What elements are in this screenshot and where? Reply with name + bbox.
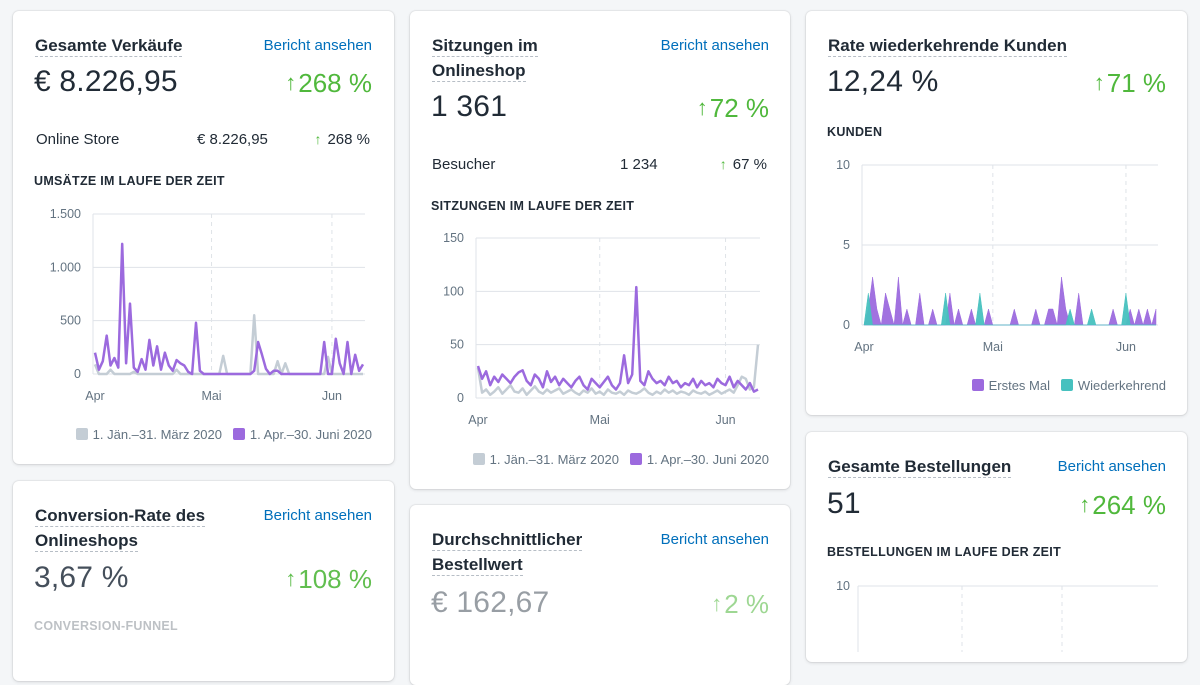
y-tick-label: 50 xyxy=(450,338,464,352)
series-area-1 xyxy=(863,292,1156,326)
total-sales-value: € 8.226,95 xyxy=(34,65,178,98)
total-sales-card: Gesamte Verkäufe Bericht ansehen € 8.226… xyxy=(13,11,394,464)
x-tick-label: Jun xyxy=(1116,340,1136,354)
total-sales-change: ↑268 % xyxy=(285,68,372,98)
x-tick-label: Apr xyxy=(468,413,487,427)
sessions-report-link[interactable]: Bericht ansehen xyxy=(660,37,769,54)
arrow-up-icon: ↑ xyxy=(1093,70,1105,95)
customers-heading: KUNDEN xyxy=(827,125,883,139)
online-store-value: € 8.226,95 xyxy=(197,131,268,148)
series-line-1 xyxy=(476,344,760,397)
series-line-0 xyxy=(93,242,365,376)
sessions-value: 1 361 xyxy=(431,90,508,123)
visitors-change: ↑ 67 % xyxy=(719,156,767,173)
orders-over-time-chart: 10 xyxy=(836,579,1158,652)
average-order-value-title[interactable]: Durchschnittlicher Bestellwert xyxy=(432,530,583,576)
returning-customers-title[interactable]: Rate wiederkehrende Kunden xyxy=(828,36,1068,57)
y-tick-label: 150 xyxy=(443,231,464,245)
legend-returning-label: Wiederkehrend xyxy=(1077,378,1166,393)
customers-chart-legend: Erstes Mal Wiederkehrend xyxy=(971,378,1166,393)
y-tick-label: 0 xyxy=(843,318,850,332)
sessions-over-time-chart: 150 100 50 0 Apr Mai Jun xyxy=(443,231,760,427)
legend-current-label: 1. Apr.–30. Juni 2020 xyxy=(249,427,372,442)
sessions-card: Sitzungen im Onlineshop Bericht ansehen 1… xyxy=(410,11,790,489)
y-tick-label: 0 xyxy=(457,391,464,405)
average-order-value: € 162,67 xyxy=(431,586,550,619)
total-sales-report-link[interactable]: Bericht ansehen xyxy=(263,37,372,54)
orders-over-time-heading: BESTELLUNGEN IM LAUFE DER ZEIT xyxy=(827,545,1061,559)
visitors-label: Besucher xyxy=(432,156,496,173)
y-tick-label: 0 xyxy=(74,367,81,381)
arrow-up-icon: ↑ xyxy=(285,70,297,95)
y-tick-label: 10 xyxy=(836,158,850,172)
returning-customers-card: Rate wiederkehrende Kunden 12,24 % ↑71 %… xyxy=(806,11,1187,415)
customers-chart: 10 5 0 Apr Mai Jun xyxy=(836,158,1158,354)
x-tick-label: Mai xyxy=(983,340,1003,354)
sessions-change: ↑72 % xyxy=(696,93,769,123)
conversion-rate-card: Conversion-Rate des Onlineshops Bericht a… xyxy=(13,481,394,681)
legend-swatch-first-time xyxy=(971,379,984,391)
legend-swatch-previous xyxy=(472,453,485,465)
arrow-up-icon: ↑ xyxy=(1079,492,1091,517)
visitors-value: 1 234 xyxy=(620,156,658,173)
sales-over-time-chart: 1.500 1.000 500 0 Apr Mai Jun xyxy=(50,207,365,403)
online-store-change: ↑ 268 % xyxy=(314,131,370,148)
total-orders-value: 51 xyxy=(827,487,861,520)
series-area-0 xyxy=(863,276,1157,326)
legend-swatch-previous xyxy=(75,428,88,440)
conversion-rate-report-link[interactable]: Bericht ansehen xyxy=(263,507,372,524)
arrow-up-icon: ↑ xyxy=(285,566,297,591)
arrow-up-icon: ↑ xyxy=(696,95,708,120)
total-orders-card: Gesamte Bestellungen Bericht ansehen 51 … xyxy=(806,432,1187,662)
sessions-over-time-heading: SITZUNGEN IM LAUFE DER ZEIT xyxy=(431,199,635,213)
online-store-label: Online Store xyxy=(36,131,120,148)
series-line-0 xyxy=(476,285,759,393)
legend-current-label: 1. Apr.–30. Juni 2020 xyxy=(646,452,769,467)
sessions-title[interactable]: Sitzungen im Onlineshop xyxy=(432,36,538,82)
legend-swatch-current xyxy=(232,428,245,440)
x-tick-label: Jun xyxy=(322,389,342,403)
x-tick-label: Mai xyxy=(201,389,221,403)
conversion-rate-value: 3,67 % xyxy=(34,561,129,594)
total-sales-title[interactable]: Gesamte Verkäufe xyxy=(35,36,183,57)
arrow-up-icon: ↑ xyxy=(314,131,322,147)
total-orders-title[interactable]: Gesamte Bestellungen xyxy=(828,457,1012,478)
average-order-value-change: ↑2 % xyxy=(711,589,769,619)
total-orders-change: ↑264 % xyxy=(1079,490,1166,520)
average-order-value-report-link[interactable]: Bericht ansehen xyxy=(660,531,769,548)
y-tick-label: 5 xyxy=(843,238,850,252)
legend-previous-label: 1. Jän.–31. März 2020 xyxy=(92,427,222,442)
legend-swatch-current xyxy=(629,453,642,465)
sales-over-time-heading: UMSÄTZE IM LAUFE DER ZEIT xyxy=(34,174,225,188)
x-tick-label: Apr xyxy=(85,389,104,403)
total-orders-report-link[interactable]: Bericht ansehen xyxy=(1057,458,1166,475)
y-tick-label: 100 xyxy=(443,284,464,298)
average-order-value-card: Durchschnittlicher Bestellwert Bericht an… xyxy=(410,505,790,685)
x-tick-label: Jun xyxy=(715,413,735,427)
legend-swatch-returning xyxy=(1060,379,1073,391)
conversion-rate-title[interactable]: Conversion-Rate des Onlineshops xyxy=(35,506,206,552)
arrow-up-icon: ↑ xyxy=(711,591,723,616)
y-tick-label: 500 xyxy=(60,314,81,328)
conversion-rate-change: ↑108 % xyxy=(285,564,372,594)
legend-first-time-label: Erstes Mal xyxy=(988,378,1050,393)
legend-previous-label: 1. Jän.–31. März 2020 xyxy=(489,452,619,467)
sessions-chart-legend: 1. Jän.–31. März 2020 1. Apr.–30. Juni 2… xyxy=(472,452,769,467)
x-tick-label: Mai xyxy=(590,413,610,427)
conversion-funnel-heading: CONVERSION-FUNNEL xyxy=(34,619,178,633)
y-tick-label: 1.000 xyxy=(50,260,81,274)
orders-y-tick-top: 10 xyxy=(836,579,850,593)
arrow-up-icon: ↑ xyxy=(719,156,727,172)
sales-chart-legend: 1. Jän.–31. März 2020 1. Apr.–30. Juni 2… xyxy=(75,427,372,442)
y-tick-label: 1.500 xyxy=(50,207,81,221)
returning-customers-value: 12,24 % xyxy=(827,65,939,98)
x-tick-label: Apr xyxy=(854,340,873,354)
returning-customers-change: ↑71 % xyxy=(1093,68,1166,98)
